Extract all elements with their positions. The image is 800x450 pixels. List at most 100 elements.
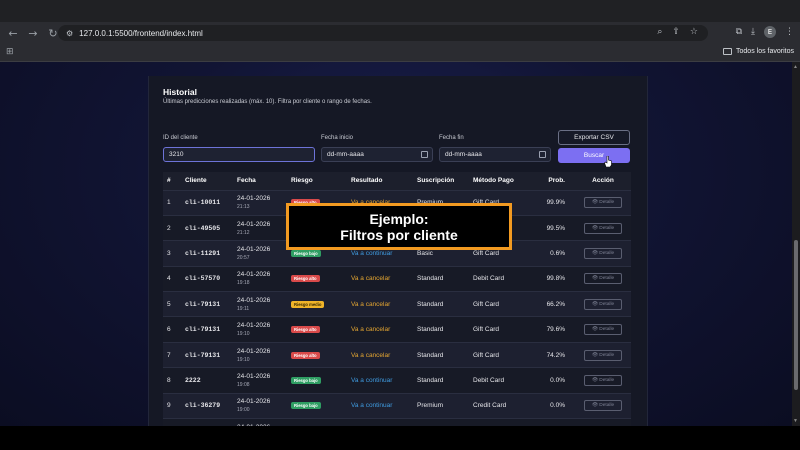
calendar-icon[interactable] xyxy=(539,151,546,158)
row-fecha: 24-01-2026 19:08 xyxy=(233,367,287,394)
detail-label: Detalle xyxy=(599,403,615,409)
detail-label: Detalle xyxy=(599,352,615,358)
detail-button[interactable]: 👁 Detalle xyxy=(584,247,622,259)
col-header-prob: Prob. xyxy=(531,172,571,190)
risk-badge: Riesgo bajo xyxy=(291,249,321,257)
row-metodo-pago: Gift Card xyxy=(469,291,531,317)
bookmark-star-icon[interactable]: ☆ xyxy=(689,27,698,37)
table-row: 7 cli-79131 24-01-2026 19:10 Riesgo alto Va a… xyxy=(163,341,631,368)
row-date: 24-01-2026 xyxy=(237,296,271,304)
detail-button[interactable]: 👁 Detalle xyxy=(584,273,622,285)
end-date-value: dd-mm-aaaa xyxy=(445,151,482,158)
export-csv-button[interactable]: Exportar CSV xyxy=(558,130,630,145)
row-cliente: cli-79131 xyxy=(181,316,233,343)
table-row: 4 cli-57570 24-01-2026 19:18 Riesgo alto Va a… xyxy=(163,265,631,292)
row-suscripcion: Standard xyxy=(413,341,469,368)
forward-icon[interactable]: → xyxy=(28,26,38,40)
detail-button[interactable]: 👁 Detalle xyxy=(584,374,622,386)
row-prob: 0.6% xyxy=(531,240,571,267)
back-icon[interactable]: ← xyxy=(8,26,18,40)
row-index: 1 xyxy=(163,189,181,216)
row-suscripcion: Standard xyxy=(413,265,469,292)
row-date: 24-01-2026 xyxy=(237,245,271,253)
browser-window: ← → ↻ ⚙ 127.0.0.1:5500/frontend/index.ht… xyxy=(0,0,800,426)
row-cliente: cli-79131 xyxy=(181,341,233,368)
col-header-index: # xyxy=(163,172,181,190)
detail-button[interactable]: 👁 Detalle xyxy=(584,349,622,361)
row-riesgo: Riesgo alto xyxy=(287,341,347,368)
row-prob: 99.5% xyxy=(531,214,571,241)
page-scrollbar[interactable]: ▲ ▼ xyxy=(792,62,800,426)
row-time: 21:13 xyxy=(237,204,250,211)
table-row: 6 cli-79131 24-01-2026 19:10 Riesgo alto Va a… xyxy=(163,316,631,343)
row-metodo-pago: Credit Card xyxy=(469,392,531,419)
row-prob: 99.9% xyxy=(531,189,571,216)
calendar-icon[interactable] xyxy=(421,151,428,158)
row-time: 19:10 xyxy=(237,331,250,338)
row-prob: 74.2% xyxy=(531,341,571,368)
row-fecha: 24-01-2026 19:10 xyxy=(233,341,287,368)
row-date: 24-01-2026 xyxy=(237,220,271,228)
folder-icon xyxy=(723,48,733,55)
apps-grid-icon[interactable]: ⊞ xyxy=(6,47,14,57)
detail-button[interactable]: 👁 Detalle xyxy=(584,324,622,336)
detail-button[interactable]: 👁 Detalle xyxy=(584,197,622,209)
row-metodo-pago: Debit Card xyxy=(469,265,531,292)
share-icon[interactable]: ⇪ xyxy=(672,27,680,37)
row-riesgo: Riesgo bajo xyxy=(287,367,347,394)
detail-button[interactable]: 👁 Detalle xyxy=(584,298,622,310)
row-resultado: Va a cancelar xyxy=(347,291,413,317)
search-icon[interactable]: ⌕ xyxy=(657,27,663,37)
scroll-up-icon[interactable]: ▲ xyxy=(793,64,798,70)
row-cliente: cli-57570 xyxy=(181,265,233,292)
row-prob: 99.8% xyxy=(531,265,571,292)
all-bookmarks-label: Todos los favoritos xyxy=(736,48,794,55)
row-cliente: cli-79131 xyxy=(181,291,233,317)
row-fecha: 24-01-2026 19:18 xyxy=(233,265,287,292)
detail-button[interactable]: 👁 Detalle xyxy=(584,222,622,234)
scroll-down-icon[interactable]: ▼ xyxy=(793,418,798,424)
row-prob: 66.2% xyxy=(531,291,571,317)
row-resultado: Va a cancelar xyxy=(347,341,413,368)
end-date-input[interactable]: dd-mm-aaaa xyxy=(439,147,551,162)
row-resultado: Va a continuar xyxy=(347,418,413,426)
row-accion: 👁 Detalle xyxy=(571,316,631,343)
col-header-accion: Acción xyxy=(571,172,631,190)
scrollbar-thumb[interactable] xyxy=(794,240,798,390)
row-accion: 👁 Detalle xyxy=(571,392,631,419)
detail-button[interactable]: 👁 Detalle xyxy=(584,400,622,412)
reload-icon[interactable]: ↻ xyxy=(48,26,58,40)
row-resultado: Va a continuar xyxy=(347,392,413,419)
client-id-input[interactable]: 3210 xyxy=(163,147,315,162)
omnibox[interactable]: ⚙ 127.0.0.1:5500/frontend/index.html ⌕ ⇪… xyxy=(58,25,708,41)
row-accion: 👁 Detalle xyxy=(571,341,631,368)
page-viewport: Historial Últimas predicciones realizada… xyxy=(0,62,792,426)
download-icon[interactable]: ⤓ xyxy=(751,27,755,37)
risk-badge: Riesgo bajo xyxy=(291,402,321,410)
row-time: 19:00 xyxy=(237,407,250,414)
site-info-icon[interactable]: ⚙ xyxy=(66,28,74,38)
profile-avatar[interactable]: E xyxy=(764,26,776,38)
start-date-input[interactable]: dd-mm-aaaa xyxy=(321,147,433,162)
detail-label: Detalle xyxy=(599,377,615,383)
search-button[interactable]: Buscar xyxy=(558,148,630,163)
risk-badge: Riesgo bajo xyxy=(291,376,321,384)
start-date-value: dd-mm-aaaa xyxy=(327,151,364,158)
risk-badge: Riesgo alto xyxy=(291,351,320,359)
all-bookmarks-button[interactable]: Todos los favoritos xyxy=(723,48,794,55)
row-prob: 79.6% xyxy=(531,316,571,343)
extensions-icon[interactable]: ⧉ xyxy=(735,27,743,37)
section-subtitle: Últimas predicciones realizadas (máx. 10… xyxy=(163,99,372,105)
row-accion: 👁 Detalle xyxy=(571,367,631,394)
end-date-label: Fecha fin xyxy=(439,135,464,141)
menu-icon[interactable]: ⋮ xyxy=(785,27,794,37)
row-metodo-pago: Gift Card xyxy=(469,341,531,368)
row-date: 24-01-2026 xyxy=(237,398,271,406)
caption-line-2: Filtros por cliente xyxy=(340,226,458,243)
row-date: 24-01-2026 xyxy=(237,424,287,426)
row-fecha: 24-01-2026 19:00 xyxy=(233,392,287,419)
detail-label: Detalle xyxy=(599,301,615,307)
row-accion: 👁 Detalle xyxy=(571,189,631,216)
row-fecha: 24-01-2026 20:57 xyxy=(233,240,287,267)
row-time: 19:08 xyxy=(237,381,250,388)
